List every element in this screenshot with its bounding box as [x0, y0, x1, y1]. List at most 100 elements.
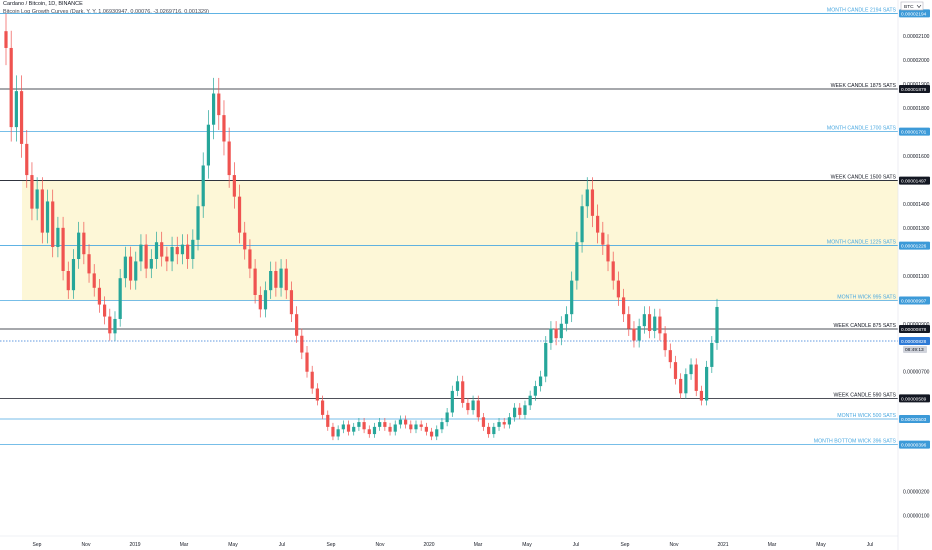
- candle: [191, 229, 195, 269]
- candle-body: [118, 278, 122, 319]
- candle-body: [372, 426, 377, 435]
- candle-body: [336, 429, 340, 437]
- candle: [575, 231, 579, 290]
- candle: [310, 365, 314, 394]
- candle: [492, 422, 496, 438]
- candle: [689, 358, 693, 380]
- level-badge: [899, 325, 930, 334]
- candle: [160, 231, 164, 267]
- candle: [144, 234, 148, 279]
- candle: [222, 100, 226, 156]
- indicator-label: Bitcoin Log Growth Curves (Dark, Y, Y, 1…: [3, 9, 209, 15]
- candle-body: [300, 335, 304, 353]
- candle: [673, 355, 678, 385]
- candle-body: [279, 268, 283, 288]
- candle: [435, 425, 439, 441]
- candle: [186, 234, 190, 269]
- candle-body: [466, 402, 470, 411]
- candle-body: [180, 244, 185, 255]
- candle-body: [263, 290, 268, 310]
- candle: [336, 425, 340, 441]
- currency-badge[interactable]: BTC: [900, 1, 924, 11]
- x-tick-label: Mar: [768, 542, 777, 548]
- candle: [663, 326, 667, 357]
- candle-body: [502, 422, 506, 425]
- candle-body: [705, 366, 709, 401]
- level-badge: [899, 241, 930, 250]
- candle-body: [409, 424, 413, 430]
- candle: [497, 417, 501, 431]
- y-tick-label: 0.00000900: [903, 322, 930, 328]
- candle-body: [564, 314, 569, 324]
- candle: [606, 234, 610, 272]
- candle-body: [507, 417, 512, 425]
- candle-body: [487, 426, 491, 435]
- level-label: WEEK CANDLE 1500 SATS: [831, 175, 897, 181]
- candle: [248, 239, 252, 279]
- level-badge-value: 0.00000589: [901, 396, 927, 402]
- level-badge-value: 0.00000503: [901, 417, 927, 423]
- candle-body: [471, 400, 475, 411]
- candle: [523, 400, 527, 420]
- level-badge-value: 0.00001879: [901, 87, 927, 93]
- candle-body: [538, 376, 543, 387]
- candle-body: [175, 247, 179, 255]
- candle: [253, 259, 257, 304]
- candle: [40, 177, 44, 244]
- candle-body: [715, 306, 719, 343]
- candle-body: [461, 381, 465, 403]
- x-tick-label: May: [228, 542, 238, 548]
- candle: [113, 311, 117, 341]
- candle: [71, 249, 76, 299]
- candle-body: [637, 326, 641, 341]
- candle-body: [14, 91, 18, 128]
- candle: [300, 328, 304, 360]
- candle-body: [590, 189, 595, 216]
- candle-body: [305, 352, 309, 372]
- candle: [378, 417, 382, 431]
- candle: [134, 251, 138, 290]
- level-label: MONTH CANDLE 2194 SATS: [827, 7, 897, 13]
- candle: [30, 162, 34, 221]
- x-tick-label: Sep: [621, 542, 630, 548]
- candle-body: [512, 407, 517, 418]
- candle: [56, 216, 60, 258]
- candle: [419, 420, 423, 431]
- candle-body: [606, 244, 610, 262]
- candle: [481, 413, 486, 431]
- candle: [544, 336, 548, 383]
- candle-body: [248, 249, 252, 269]
- candle-body: [170, 247, 174, 262]
- candle-body: [331, 426, 335, 437]
- candle: [621, 288, 626, 323]
- currency-badge-label: BTC: [904, 4, 914, 10]
- candle-body: [663, 333, 667, 351]
- candle-body: [710, 342, 714, 367]
- candle: [637, 318, 641, 348]
- candle: [77, 221, 81, 269]
- candle-body: [497, 422, 501, 427]
- candle-body: [103, 304, 107, 317]
- candle-body: [673, 362, 678, 379]
- candle: [19, 75, 24, 158]
- candle: [393, 420, 397, 436]
- candle-body: [367, 429, 371, 435]
- candle-body: [684, 374, 688, 394]
- x-tick-label: 2019: [129, 542, 140, 548]
- candle-body: [455, 381, 460, 391]
- candle: [549, 321, 553, 350]
- candle: [455, 375, 460, 397]
- y-tick-label: 0.00001900: [903, 82, 930, 88]
- candle: [627, 306, 631, 336]
- candle: [601, 221, 605, 255]
- candle: [699, 385, 704, 406]
- candle: [305, 345, 309, 378]
- candle: [445, 408, 449, 427]
- y-tick-label: 0.00001800: [903, 106, 930, 112]
- candle-body: [357, 422, 361, 427]
- candle-body: [295, 314, 299, 336]
- candle: [180, 234, 185, 265]
- candle-body: [227, 141, 231, 176]
- candle-body: [113, 318, 117, 334]
